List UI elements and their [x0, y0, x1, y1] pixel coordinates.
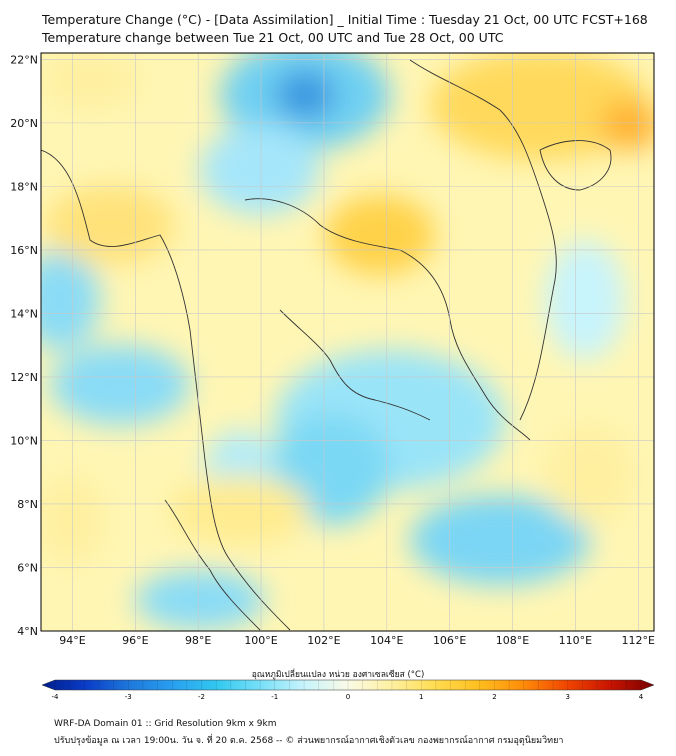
- map-title-line1: Temperature Change (°C) - [Data Assimila…: [42, 12, 648, 27]
- lon-label: 98°E: [185, 634, 211, 647]
- lat-label: 18°N: [10, 180, 38, 193]
- lat-label: 14°N: [10, 307, 38, 320]
- colorbar-tick-label: 4: [639, 693, 644, 701]
- lon-label: 96°E: [122, 634, 148, 647]
- lat-label: 4°N: [17, 625, 38, 638]
- lat-label: 10°N: [10, 434, 38, 447]
- map-title-line2: Temperature change between Tue 21 Oct, 0…: [42, 30, 504, 45]
- lat-label: 16°N: [10, 244, 38, 257]
- lon-label: 106°E: [433, 634, 466, 647]
- longitude-labels: 94°E 96°E 98°E 100°E 102°E 104°E 106°E 108°E 110…: [59, 634, 655, 647]
- lon-label: 110°E: [559, 634, 592, 647]
- colorbar-tick-label: -3: [125, 693, 132, 701]
- colorbar-tick-label: 2: [492, 693, 496, 701]
- lon-label: 112°E: [622, 634, 655, 647]
- colorbar-tick-label: 3: [566, 693, 570, 701]
- lon-label: 102°E: [307, 634, 340, 647]
- latitude-labels: 22°N 20°N 18°N 16°N 14°N 12°N 10°N 8°N 6°N 4°N: [10, 53, 38, 638]
- footer-credit: ปรับปรุงข้อมูล ณ เวลา 19:00น. วัน จ. ที่…: [54, 736, 564, 746]
- lon-label: 94°E: [59, 634, 85, 647]
- colorbar-tick-label: -2: [198, 693, 205, 701]
- lat-label: 20°N: [10, 117, 38, 130]
- lat-label: 12°N: [10, 371, 38, 384]
- colorbar: -4 -3 -2 -1 0 1 2 3 4: [41, 679, 655, 701]
- graticule: [41, 53, 654, 632]
- footer-domain-info: WRF-DA Domain 01 :: Grid Resolution 9km …: [54, 719, 277, 729]
- lon-label: 108°E: [496, 634, 529, 647]
- coastlines: [41, 59, 612, 631]
- lat-label: 6°N: [17, 561, 38, 574]
- colorbar-gradient: [41, 679, 655, 691]
- lon-label: 100°E: [244, 634, 277, 647]
- colorbar-tick-label: 1: [419, 693, 423, 701]
- colorbar-title: อุณหภูมิเปลี่ยนแปลง หน่วย องศาเซลเซียส (…: [251, 670, 425, 680]
- temperature-field: [41, 53, 654, 631]
- colorbar-tick-label: -4: [52, 693, 60, 701]
- lon-label: 104°E: [370, 634, 403, 647]
- map-frame: [40, 52, 655, 632]
- lat-label: 22°N: [10, 53, 38, 66]
- colorbar-tick-label: 0: [346, 693, 350, 701]
- colorbar-tick-label: -1: [271, 693, 278, 701]
- lat-label: 8°N: [17, 498, 38, 511]
